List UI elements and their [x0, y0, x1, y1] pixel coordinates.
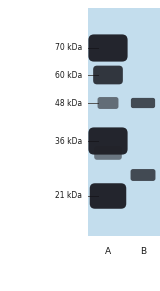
FancyBboxPatch shape [98, 97, 118, 109]
FancyBboxPatch shape [94, 146, 122, 160]
FancyBboxPatch shape [88, 34, 128, 62]
Text: 21 kDa: 21 kDa [55, 191, 82, 200]
Text: B: B [140, 248, 146, 256]
FancyBboxPatch shape [131, 98, 155, 108]
Bar [88, 8, 160, 236]
FancyBboxPatch shape [131, 169, 156, 181]
FancyBboxPatch shape [93, 66, 123, 84]
Text: 36 kDa: 36 kDa [55, 136, 82, 146]
Text: 70 kDa: 70 kDa [55, 43, 82, 52]
FancyBboxPatch shape [88, 127, 128, 155]
FancyBboxPatch shape [90, 183, 126, 209]
Text: 48 kDa: 48 kDa [55, 98, 82, 107]
Text: 60 kDa: 60 kDa [55, 70, 82, 79]
Text: A: A [105, 248, 111, 256]
